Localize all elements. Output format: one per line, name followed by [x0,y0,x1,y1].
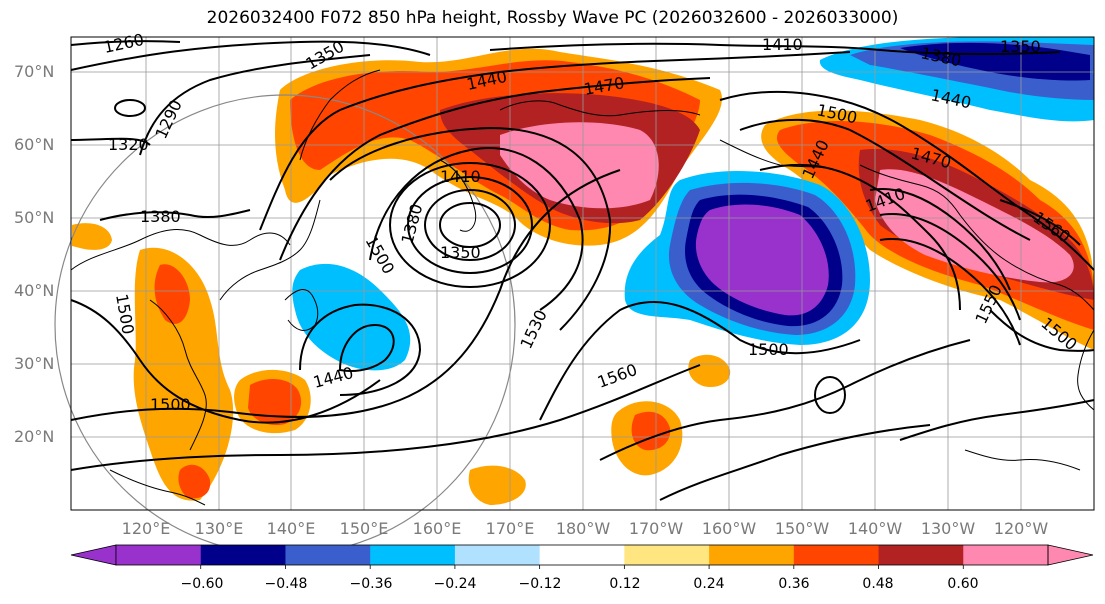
colorbar-segment [200,545,286,565]
colorbar-segment [285,545,371,565]
contour-label: 1410 [440,167,481,186]
contour-label: 1380 [140,207,181,226]
negative-anomaly-japan [292,263,411,371]
map-title: 2026032400 F072 850 hPa height, Rossby W… [206,8,899,28]
lon-label: 120°W [993,519,1049,538]
colorbar-segment [370,545,456,565]
lon-label: 150°W [774,519,830,538]
colorbar-segment [793,545,880,565]
colorbar [70,544,1094,569]
contour-label: 1350 [1000,37,1041,56]
lon-label: 140°E [266,519,316,538]
colorbar-segment [116,545,202,565]
colorbar-segment [454,545,541,565]
contour-label: 1500 [748,340,789,359]
lon-label: 140°W [847,519,903,538]
map-frame [70,36,1095,511]
colorbar-tick-label: −0.60 [180,576,224,592]
colorbar-upper-extend [1047,544,1094,566]
contour-label: 1320 [108,135,149,154]
lon-label: 180°W [555,519,611,538]
lon-label: 130°E [194,519,244,538]
colorbar-tick-label: 0.12 [609,576,641,592]
colorbar-segment [963,545,1049,565]
lon-label: 170°E [485,519,535,538]
colorbar-lower-extend [70,544,117,566]
colorbar-tick-label: 0.60 [947,576,979,592]
coastlines [70,69,1095,506]
lat-label: 60°N [14,135,55,154]
lon-label: 130°W [920,519,976,538]
lon-label: 170°W [628,519,684,538]
lon-label: 150°E [339,519,389,538]
colorbar-segment [709,545,795,565]
lon-label: 120°E [121,519,171,538]
height-contours [70,40,1095,501]
lat-label: 40°N [14,281,55,300]
colorbar-tick-label: 0.36 [778,576,810,592]
contour-label: 1500 [150,395,191,414]
colorbar-tick-label: −0.24 [433,576,477,592]
lat-label: 20°N [14,427,55,446]
colorbar-segments [116,545,1049,565]
colorbar-tick-label: 0.24 [693,576,725,592]
colorbar-tick-label: −0.36 [349,576,393,592]
lat-label: 70°N [14,62,55,81]
lon-label: 160°E [412,519,462,538]
colorbar-segment [624,545,710,565]
colorbar-segment [539,545,625,565]
lat-label: 50°N [14,208,55,227]
contour-label: 1350 [440,243,481,262]
graticule [71,37,1094,510]
lat-label: 30°N [14,354,55,373]
colorbar-tick-label: −0.12 [518,576,562,592]
colorbar-segment [878,545,964,565]
contour-label: 1410 [762,35,803,54]
rossby-wave-shading [72,37,1094,505]
lon-label: 160°W [701,519,757,538]
colorbar-tick-label: −0.48 [264,576,308,592]
colorbar-tick-label: 0.48 [862,576,894,592]
